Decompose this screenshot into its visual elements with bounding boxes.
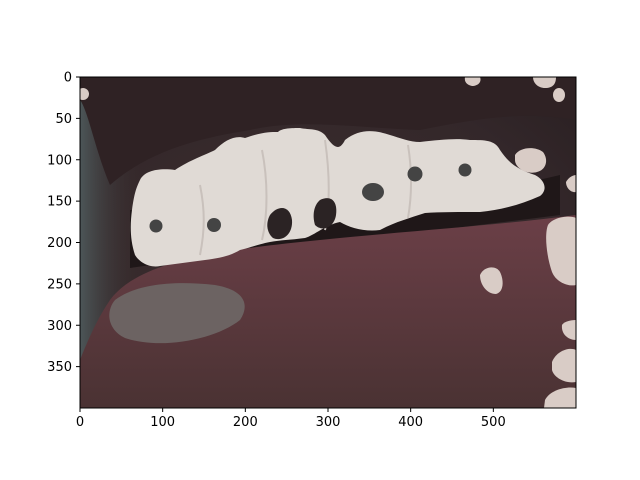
dark-spot (207, 218, 221, 232)
dark-spot (458, 163, 472, 177)
teeth-mask (130, 128, 545, 267)
dark-spot (362, 183, 384, 201)
mask-patch (544, 387, 576, 408)
mask-patch (566, 175, 576, 193)
y-tick-label: 200 (47, 236, 72, 251)
x-tick-label: 200 (233, 415, 258, 430)
mask-patch (480, 267, 503, 294)
mask-patch (80, 88, 89, 100)
x-axis-ticks: 0 100 200 300 400 500 (76, 408, 506, 430)
x-tick-label: 400 (398, 415, 423, 430)
y-tick-label: 150 (47, 195, 72, 210)
y-tick-label: 0 (64, 71, 72, 86)
mask-patch (546, 216, 576, 286)
photo-image (80, 77, 576, 408)
teeth-gap-dark (267, 208, 293, 240)
tooth-gap (407, 144, 412, 219)
x-tick-label: 300 (316, 415, 341, 430)
y-tick-label: 250 (47, 277, 72, 292)
x-tick-label: 500 (481, 415, 506, 430)
upper-lip (80, 77, 576, 185)
x-tick-label: 100 (150, 415, 175, 430)
y-tick-label: 350 (47, 360, 72, 375)
y-tick-label: 100 (47, 153, 72, 168)
teeth-gap-dark (313, 198, 337, 229)
lower-lip (80, 215, 576, 408)
mask-patch (515, 148, 547, 173)
mask-patch (464, 77, 481, 86)
mask-patch (553, 88, 565, 102)
y-tick-label: 300 (47, 319, 72, 334)
y-axis-ticks: 0 50 100 150 200 250 300 350 (47, 71, 80, 375)
mask-patch (533, 77, 556, 88)
dark-spot (149, 219, 163, 233)
dark-spot (407, 166, 423, 182)
mask-patch (561, 320, 576, 340)
lower-lip-highlight (109, 283, 245, 344)
tooth-gap (199, 184, 205, 256)
x-tick-label: 0 (76, 415, 84, 430)
mask-patch (552, 348, 576, 383)
tooth-gap (261, 149, 268, 241)
y-tick-label: 50 (55, 112, 72, 127)
